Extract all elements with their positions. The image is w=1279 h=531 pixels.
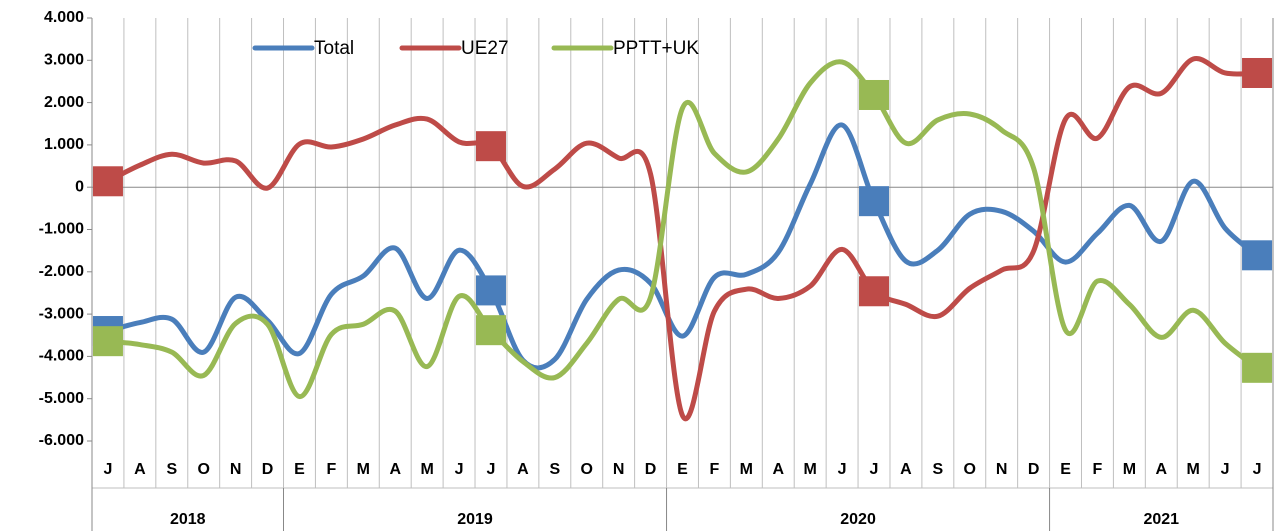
x-tick-label: S: [166, 461, 177, 478]
legend-label: PPTT+UK: [613, 38, 699, 59]
x-tick-label: A: [900, 461, 912, 478]
x-tick-label: A: [517, 461, 529, 478]
x-tick-label: D: [262, 461, 274, 478]
x-tick-label: N: [613, 461, 625, 478]
y-tick-label: -3.000: [39, 305, 84, 322]
x-tick-label: J: [1221, 461, 1230, 478]
marker: [475, 275, 506, 306]
x-tick-label: J: [487, 461, 496, 478]
marker: [92, 166, 123, 197]
x-tick-label: O: [964, 461, 976, 478]
legend-label: UE27: [461, 38, 509, 59]
x-tick-label: E: [294, 461, 305, 478]
year-label: 2019: [457, 511, 493, 528]
marker: [475, 315, 506, 346]
x-tick-label: M: [420, 461, 433, 478]
y-tick-label: -2.000: [39, 263, 84, 280]
x-tick-label: F: [327, 461, 337, 478]
x-tick-label: F: [710, 461, 720, 478]
marker: [475, 131, 506, 162]
x-tick-label: F: [1093, 461, 1103, 478]
year-label: 2018: [170, 511, 206, 528]
x-tick-label: J: [1253, 461, 1262, 478]
x-tick-label: O: [581, 461, 593, 478]
x-tick-label: E: [677, 461, 688, 478]
x-tick-label: M: [1123, 461, 1136, 478]
x-tick-label: N: [996, 461, 1008, 478]
series-line: [105, 59, 1260, 400]
x-tick-label: A: [772, 461, 784, 478]
y-tick-label: -6.000: [39, 432, 84, 449]
y-tick-label: -4.000: [39, 348, 84, 365]
x-tick-label: A: [1156, 461, 1168, 478]
x-tick-label: M: [357, 461, 370, 478]
year-label: 2020: [840, 511, 876, 528]
marker: [92, 326, 123, 357]
y-tick-label: -1.000: [39, 221, 84, 238]
y-tick-label: -5.000: [39, 390, 84, 407]
x-tick-label: M: [1187, 461, 1200, 478]
x-tick-label: J: [104, 461, 113, 478]
y-tick-label: 3.000: [44, 52, 84, 69]
marker: [1242, 240, 1273, 271]
marker: [1242, 57, 1273, 88]
x-tick-label: S: [933, 461, 944, 478]
year-label: 2021: [1143, 511, 1179, 528]
series-line: [105, 56, 1260, 422]
y-tick-label: 4.000: [44, 9, 84, 26]
x-tick-label: M: [804, 461, 817, 478]
x-tick-label: E: [1060, 461, 1071, 478]
x-tick-label: S: [549, 461, 560, 478]
x-tick-label: D: [1028, 461, 1040, 478]
x-tick-label: J: [870, 461, 879, 478]
x-tick-label: M: [740, 461, 753, 478]
marker: [859, 79, 890, 110]
x-tick-label: J: [838, 461, 847, 478]
y-tick-label: 1.000: [44, 136, 84, 153]
legend-label: Total: [314, 38, 354, 59]
marker: [859, 186, 890, 217]
x-tick-label: A: [389, 461, 401, 478]
marker: [859, 276, 890, 307]
x-tick-label: O: [197, 461, 209, 478]
series-line: [105, 122, 1260, 371]
x-tick-label: J: [455, 461, 464, 478]
marker: [1242, 352, 1273, 383]
x-tick-label: D: [645, 461, 657, 478]
x-tick-label: N: [230, 461, 242, 478]
x-tick-label: A: [134, 461, 146, 478]
y-tick-label: 0: [75, 178, 84, 195]
y-tick-label: 2.000: [44, 94, 84, 111]
